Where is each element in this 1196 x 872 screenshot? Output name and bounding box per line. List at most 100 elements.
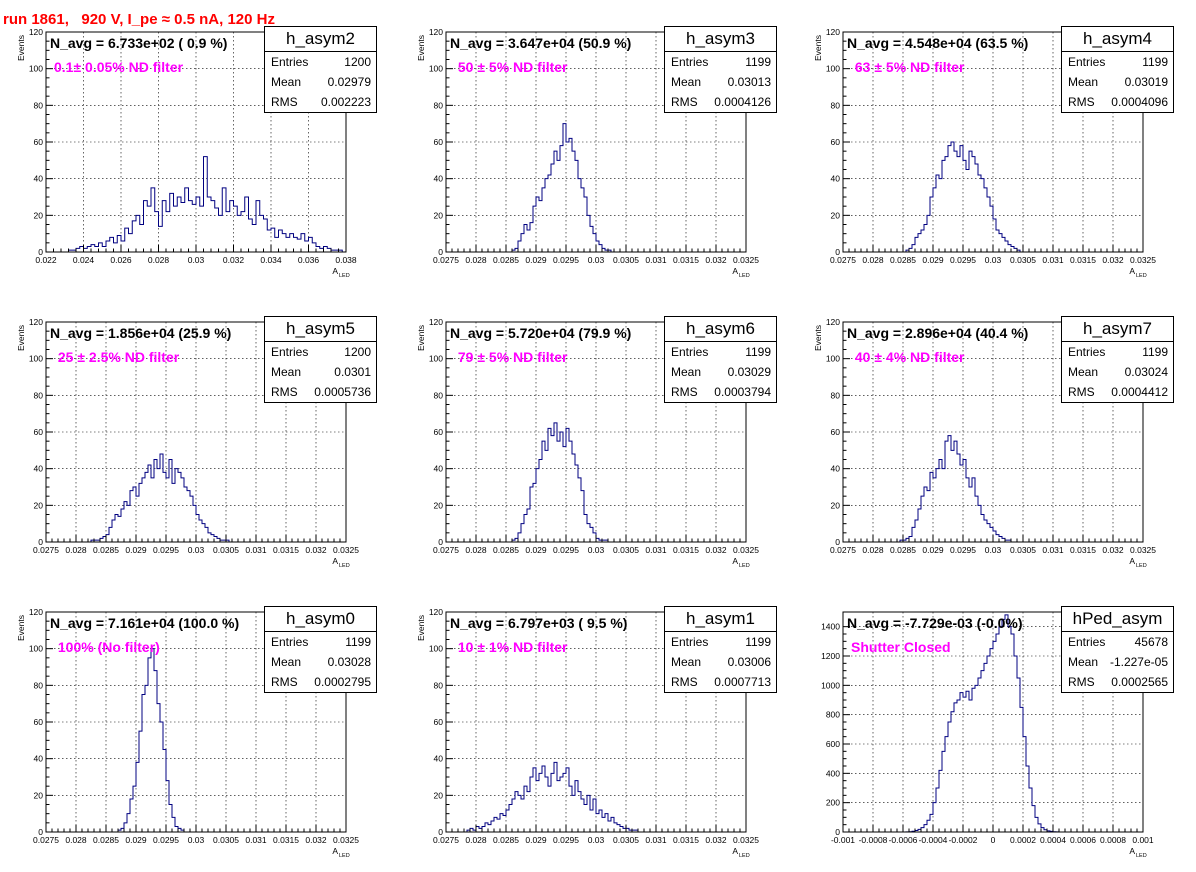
stats-row-entries: Entries 1199 (1062, 342, 1173, 362)
filter-note: 40 ± 4% ND filter (851, 349, 965, 365)
stats-row-entries: Entries 1199 (665, 52, 776, 72)
x-axis-label: A (732, 266, 738, 276)
x-tick-label: 0.0305 (1010, 255, 1036, 265)
stats-value-rms: 0.0004096 (1111, 95, 1168, 109)
stats-value-mean: 0.03019 (1124, 75, 1168, 89)
y-tick-label: 40 (434, 754, 444, 764)
stats-box-title: h_asym2 (265, 27, 376, 52)
filter-note: 79 ± 5% ND filter (454, 349, 568, 365)
x-tick-label: 0.0315 (673, 255, 699, 265)
stats-box: h_asym4 Entries 1199 Mean 0.03019 RMS 0.000409… (1061, 26, 1174, 113)
y-tick-label: 40 (831, 464, 841, 474)
x-tick-label: 0.028 (65, 835, 87, 845)
x-tick-label: 0.0305 (213, 835, 239, 845)
page-title: run 1861, 920 V, I_pe ≈ 0.5 nA, 120 Hz (3, 11, 275, 28)
y-tick-label: 100 (29, 64, 43, 74)
x-tick-label: 0.031 (645, 835, 667, 845)
stats-box: h_asym6 Entries 1199 Mean 0.03029 RMS 0.000379… (664, 316, 777, 403)
stats-label-entries: Entries (671, 635, 709, 649)
filter-note: 0.1± 0.05% ND filter (54, 59, 184, 75)
navg-label: N_avg = 6.797e+03 ( 9.5 %) (450, 615, 628, 631)
x-axis-label-subscript: LED (739, 853, 750, 859)
stats-value-entries: 1200 (344, 345, 371, 359)
x-tick-label: 0.0295 (950, 545, 976, 555)
x-tick-label: 0.03 (588, 545, 605, 555)
y-tick-label: 120 (826, 27, 840, 37)
stats-value-entries: 1200 (344, 55, 371, 69)
stats-row-mean: Mean 0.03029 (665, 362, 776, 382)
y-tick-label: 120 (429, 27, 443, 37)
filter-note: 50 ± 5% ND filter (454, 59, 568, 75)
x-tick-label: -0.001 (831, 835, 855, 845)
x-tick-label: 0.028 (862, 255, 884, 265)
stats-label-rms: RMS (1068, 95, 1095, 109)
stats-box-title: h_asym5 (265, 317, 376, 342)
stats-box: hPed_asym Entries 45678 Mean -1.227e-05 RMS 0.… (1061, 606, 1174, 693)
x-tick-label: 0.022 (35, 255, 57, 265)
x-axis-label-subscript: LED (339, 273, 350, 279)
y-tick-label: 20 (434, 500, 444, 510)
y-tick-label: 60 (831, 137, 841, 147)
y-tick-label: 100 (429, 354, 443, 364)
histogram-plot: 0.0275 0.028 0.0285 0.029 0.0295 0.03 0.0305 0.… (813, 317, 1156, 569)
x-tick-label: 0.0295 (553, 835, 579, 845)
stats-label-mean: Mean (271, 75, 302, 89)
x-tick-label: 0.03 (188, 255, 205, 265)
x-tick-label: 0.0285 (493, 835, 519, 845)
x-tick-label: -0.0002 (949, 835, 978, 845)
histogram-panel-h_asym7: 0.0275 0.028 0.0285 0.029 0.0295 0.03 0.0305 0.… (797, 290, 1192, 580)
x-tick-label: 0.0285 (890, 545, 916, 555)
x-tick-label: 0.0285 (93, 835, 119, 845)
x-tick-label: 0.0305 (613, 545, 639, 555)
y-tick-label: 200 (826, 798, 840, 808)
x-tick-label: 0.0315 (273, 545, 299, 555)
x-tick-label: -0.0006 (889, 835, 918, 845)
stats-label-entries: Entries (671, 345, 709, 359)
stats-box-title: h_asym0 (265, 607, 376, 632)
y-axis-label: Events (813, 35, 823, 61)
x-tick-label: 0.0295 (553, 255, 579, 265)
y-tick-label: 0 (38, 537, 43, 547)
x-tick-label: 0.0006 (1070, 835, 1096, 845)
stats-label-entries: Entries (271, 635, 309, 649)
x-tick-label: -0.0004 (919, 835, 948, 845)
x-tick-label: 0.031 (645, 255, 667, 265)
stats-row-entries: Entries 1200 (265, 342, 376, 362)
x-axis-label-subscript: LED (339, 563, 350, 569)
x-axis-label-subscript: LED (1136, 853, 1147, 859)
y-tick-label: 100 (826, 354, 840, 364)
x-tick-label: 0.0325 (1130, 545, 1156, 555)
y-tick-label: 80 (34, 390, 44, 400)
x-tick-label: 0.032 (305, 545, 327, 555)
x-tick-label: 0.0285 (493, 545, 519, 555)
stats-row-mean: Mean 0.03019 (1062, 72, 1173, 92)
y-tick-label: 100 (826, 64, 840, 74)
stats-value-entries: 1199 (745, 345, 771, 359)
y-tick-label: 100 (429, 644, 443, 654)
filter-note: Shutter Closed (851, 639, 951, 655)
x-axis-label: A (332, 266, 338, 276)
x-tick-label: 0.0325 (333, 545, 359, 555)
stats-row-rms: RMS 0.0004126 (665, 92, 776, 112)
stats-box: h_asym7 Entries 1199 Mean 0.03024 RMS 0.000441… (1061, 316, 1174, 403)
x-tick-label: 0.0315 (673, 835, 699, 845)
stats-label-entries: Entries (1068, 635, 1106, 649)
stats-value-entries: 1199 (745, 635, 771, 649)
navg-label: N_avg = 2.896e+04 (40.4 %) (847, 325, 1029, 341)
stats-label-rms: RMS (671, 385, 698, 399)
x-tick-label: 0.026 (110, 255, 132, 265)
y-tick-label: 40 (434, 464, 444, 474)
stats-row-mean: Mean 0.0301 (265, 362, 376, 382)
stats-value-mean: 0.03024 (1124, 365, 1168, 379)
x-tick-label: 0.034 (260, 255, 282, 265)
stats-label-rms: RMS (671, 95, 698, 109)
x-tick-label: 0.0315 (1070, 255, 1096, 265)
y-tick-label: 100 (29, 354, 43, 364)
y-axis-label: Events (16, 325, 26, 351)
y-axis-label: Events (416, 325, 426, 351)
stats-row-rms: RMS 0.0002565 (1062, 672, 1173, 692)
y-tick-label: 0 (438, 827, 443, 837)
x-tick-label: 0.0325 (733, 255, 759, 265)
histogram-panel-h_asym4: 0.0275 0.028 0.0285 0.029 0.0295 0.03 0.0305 0.… (797, 0, 1192, 290)
x-tick-label: 0.028 (465, 255, 487, 265)
